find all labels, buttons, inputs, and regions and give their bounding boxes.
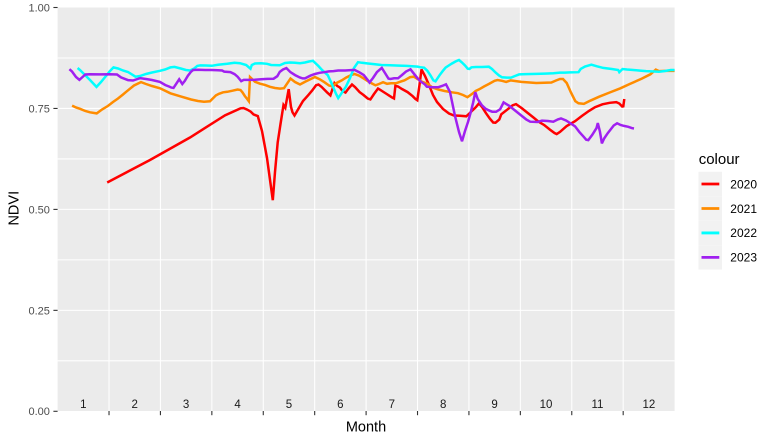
- svg-text:2023: 2023: [730, 251, 757, 265]
- svg-text:2021: 2021: [730, 202, 757, 216]
- svg-text:10: 10: [540, 399, 553, 411]
- svg-text:8: 8: [440, 399, 446, 411]
- svg-text:7: 7: [389, 399, 395, 411]
- svg-text:1.00: 1.00: [28, 2, 49, 14]
- svg-text:0.50: 0.50: [28, 204, 49, 216]
- svg-text:4: 4: [234, 399, 241, 411]
- svg-text:0.25: 0.25: [28, 305, 49, 317]
- svg-text:5: 5: [286, 399, 292, 411]
- svg-text:0.75: 0.75: [28, 103, 49, 115]
- svg-text:colour: colour: [699, 151, 740, 168]
- svg-text:Month: Month: [346, 420, 386, 436]
- svg-text:0.00: 0.00: [28, 406, 49, 418]
- svg-text:2022: 2022: [730, 226, 757, 240]
- svg-text:2: 2: [132, 399, 138, 411]
- svg-text:NDVI: NDVI: [7, 191, 23, 226]
- svg-text:9: 9: [491, 399, 497, 411]
- svg-text:1: 1: [80, 399, 86, 411]
- svg-text:3: 3: [183, 399, 189, 411]
- svg-text:6: 6: [337, 399, 343, 411]
- svg-text:12: 12: [642, 399, 655, 411]
- svg-text:2020: 2020: [730, 177, 757, 191]
- svg-text:11: 11: [592, 399, 604, 411]
